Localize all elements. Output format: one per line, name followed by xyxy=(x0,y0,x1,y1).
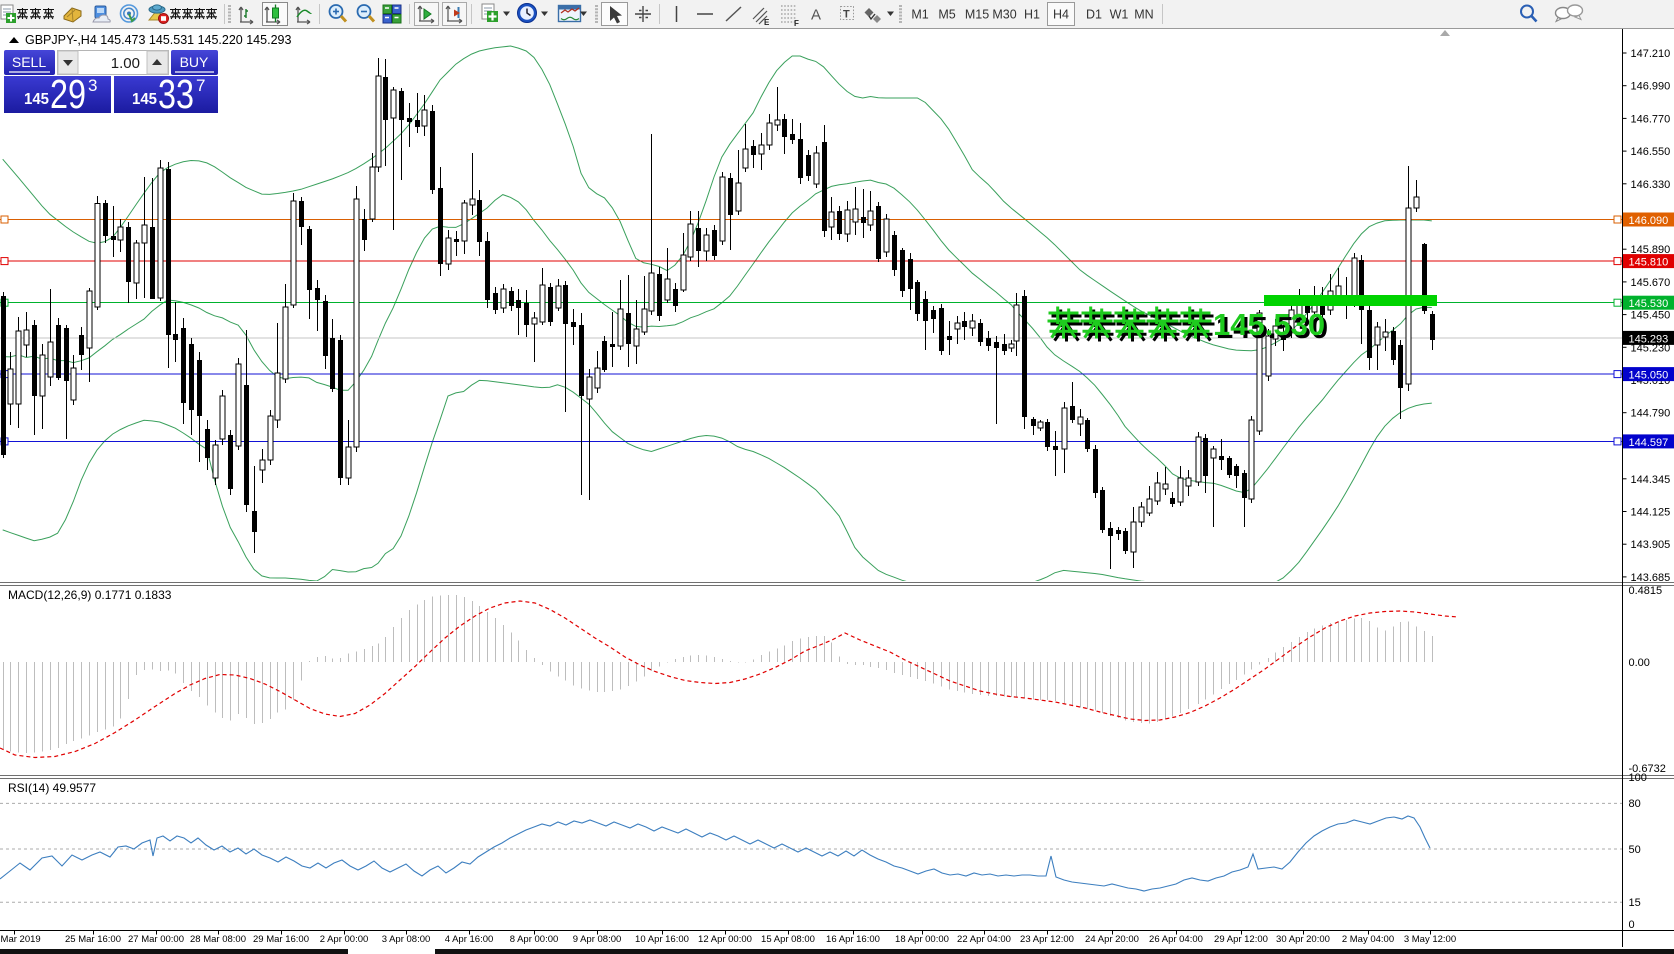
svg-text:145.810: 145.810 xyxy=(1629,257,1669,269)
svg-text:144.790: 144.790 xyxy=(1631,408,1671,420)
svg-text:145.670: 145.670 xyxy=(1631,277,1671,289)
svg-text:M30: M30 xyxy=(992,8,1016,22)
svg-text:H1: H1 xyxy=(1024,8,1040,22)
svg-text:146.550: 146.550 xyxy=(1631,146,1671,158)
svg-text:GBPJPY-,H4 145.473 145.531 14: GBPJPY-,H4 145.473 145.531 145.220 145.2… xyxy=(25,33,291,47)
svg-text:7: 7 xyxy=(196,76,205,95)
svg-text:3 May 12:00: 3 May 12:00 xyxy=(1404,934,1456,945)
svg-text:MN: MN xyxy=(1134,8,1153,22)
svg-text:145.530: 145.530 xyxy=(1629,298,1669,310)
svg-text:143.905: 143.905 xyxy=(1631,539,1671,551)
svg-text:2 Apr 00:00: 2 Apr 00:00 xyxy=(320,934,369,945)
svg-text:145.450: 145.450 xyxy=(1631,310,1671,322)
svg-text:15: 15 xyxy=(1629,897,1641,909)
svg-text:146.090: 146.090 xyxy=(1629,215,1669,227)
svg-text:144.597: 144.597 xyxy=(1629,437,1669,449)
svg-text:100: 100 xyxy=(1629,772,1647,784)
svg-text:D1: D1 xyxy=(1086,8,1102,22)
svg-text:22 Mar 2019: 22 Mar 2019 xyxy=(0,934,41,945)
svg-text:SELL: SELL xyxy=(12,54,46,70)
svg-text:145.530: 145.530 xyxy=(1216,310,1328,345)
svg-text:18 Apr 00:00: 18 Apr 00:00 xyxy=(895,934,949,945)
svg-text:29 Apr 12:00: 29 Apr 12:00 xyxy=(1214,934,1268,945)
svg-text:145.050: 145.050 xyxy=(1629,370,1669,382)
svg-text:28 Mar 08:00: 28 Mar 08:00 xyxy=(190,934,246,945)
svg-text:29: 29 xyxy=(50,71,86,117)
svg-text:145.890: 145.890 xyxy=(1631,244,1671,256)
svg-text:10 Apr 16:00: 10 Apr 16:00 xyxy=(635,934,689,945)
svg-text:29 Mar 16:00: 29 Mar 16:00 xyxy=(253,934,309,945)
svg-text:MACD(12,26,9) 0.1771 0.1833: MACD(12,26,9) 0.1771 0.1833 xyxy=(8,588,172,602)
svg-text:26 Apr 04:00: 26 Apr 04:00 xyxy=(1149,934,1203,945)
svg-text:BUY: BUY xyxy=(180,54,209,70)
svg-text:9 Apr 08:00: 9 Apr 08:00 xyxy=(573,934,622,945)
svg-text:E: E xyxy=(764,18,770,27)
svg-text:144.345: 144.345 xyxy=(1631,474,1671,486)
svg-text:8 Apr 00:00: 8 Apr 00:00 xyxy=(510,934,559,945)
svg-text:27 Mar 00:00: 27 Mar 00:00 xyxy=(128,934,184,945)
svg-text:33: 33 xyxy=(158,71,194,117)
svg-text:4 Apr 16:00: 4 Apr 16:00 xyxy=(445,934,494,945)
svg-text:50: 50 xyxy=(1629,844,1641,856)
svg-text:3 Apr 08:00: 3 Apr 08:00 xyxy=(382,934,431,945)
svg-text:145: 145 xyxy=(132,91,157,108)
svg-text:-0.6732: -0.6732 xyxy=(1629,763,1666,775)
svg-text:M15: M15 xyxy=(965,8,989,22)
svg-text:M1: M1 xyxy=(911,8,928,22)
svg-text:1.00: 1.00 xyxy=(111,55,140,72)
svg-text:25 Mar 16:00: 25 Mar 16:00 xyxy=(65,934,121,945)
svg-text:0.4815: 0.4815 xyxy=(1629,585,1663,597)
svg-text:30 Apr 20:00: 30 Apr 20:00 xyxy=(1276,934,1330,945)
svg-text:145: 145 xyxy=(24,91,49,108)
svg-text:15 Apr 08:00: 15 Apr 08:00 xyxy=(761,934,815,945)
svg-text:145.230: 145.230 xyxy=(1631,342,1671,354)
svg-text:RSI(14) 49.9577: RSI(14) 49.9577 xyxy=(8,781,96,795)
svg-text:H4: H4 xyxy=(1053,8,1069,22)
svg-text:145.293: 145.293 xyxy=(1629,333,1669,345)
svg-text:12 Apr 00:00: 12 Apr 00:00 xyxy=(698,934,752,945)
svg-text:23 Apr 12:00: 23 Apr 12:00 xyxy=(1020,934,1074,945)
svg-text:16 Apr 16:00: 16 Apr 16:00 xyxy=(826,934,880,945)
svg-text:3: 3 xyxy=(88,76,97,95)
svg-text:146.770: 146.770 xyxy=(1631,113,1671,125)
svg-text:2 May 04:00: 2 May 04:00 xyxy=(1342,934,1394,945)
svg-text:145.530: 145.530 xyxy=(1213,307,1325,342)
svg-text:22 Apr 04:00: 22 Apr 04:00 xyxy=(957,934,1011,945)
svg-text:F: F xyxy=(794,19,799,28)
svg-text:80: 80 xyxy=(1629,798,1641,810)
svg-text:T: T xyxy=(843,9,850,21)
svg-text:M5: M5 xyxy=(938,8,955,22)
svg-text:W1: W1 xyxy=(1110,8,1129,22)
svg-text:143.685: 143.685 xyxy=(1631,572,1671,584)
svg-text:144.125: 144.125 xyxy=(1631,507,1671,519)
svg-text:146.990: 146.990 xyxy=(1631,81,1671,93)
svg-text:147.210: 147.210 xyxy=(1631,48,1671,60)
svg-text:0.00: 0.00 xyxy=(1629,657,1650,669)
svg-text:146.330: 146.330 xyxy=(1631,179,1671,191)
svg-text:0: 0 xyxy=(1629,919,1635,931)
svg-text:A: A xyxy=(811,7,821,24)
svg-text:24 Apr 20:00: 24 Apr 20:00 xyxy=(1085,934,1139,945)
